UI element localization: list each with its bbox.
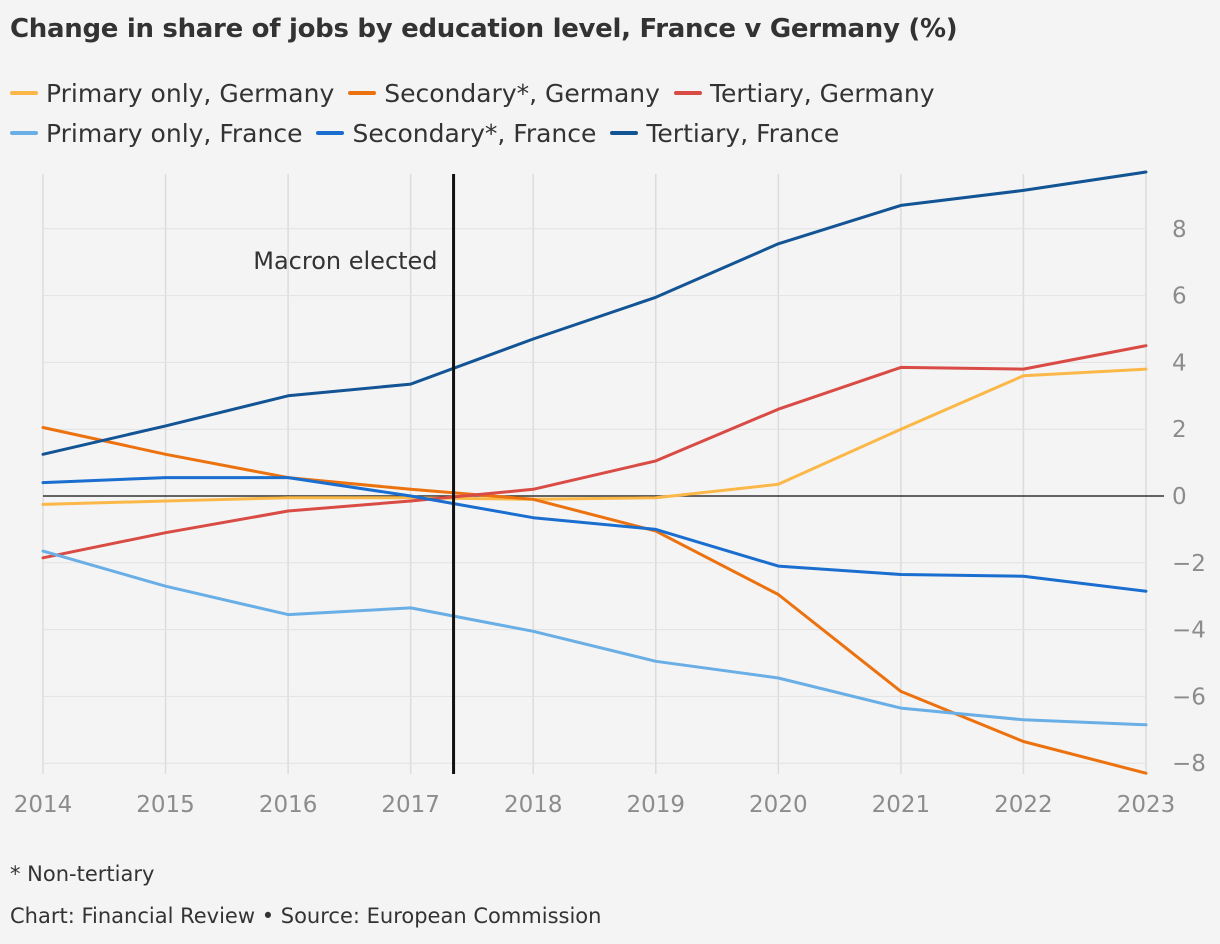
- series-line: [41, 344, 1148, 560]
- chart-legend: Primary only, Germany Secondary*, Germany…: [10, 74, 1215, 154]
- annotation-label: Macron elected: [253, 247, 437, 275]
- legend-swatch: [610, 131, 639, 135]
- y-tick-label: 6: [1172, 284, 1187, 310]
- legend-label: Tertiary, France: [646, 119, 840, 148]
- x-tick-label: 2017: [381, 792, 440, 818]
- x-tick-label: 2015: [136, 792, 195, 818]
- y-tick-label: −6: [1172, 684, 1206, 710]
- x-tick-label: 2016: [259, 792, 318, 818]
- x-tick-label: 2022: [994, 792, 1053, 818]
- x-tick-label: 2019: [627, 792, 686, 818]
- legend-swatch: [10, 91, 38, 95]
- x-tick-label: 2023: [1117, 792, 1176, 818]
- legend-swatch: [673, 91, 702, 95]
- y-tick-label: −8: [1172, 751, 1206, 777]
- footnote: * Non-tertiary: [10, 862, 155, 886]
- y-tick-label: 4: [1172, 350, 1187, 376]
- x-tick-label: 2021: [872, 792, 931, 818]
- series-line: [41, 170, 1148, 456]
- series-line: [41, 476, 1148, 593]
- chart-title: Change in share of jobs by education lev…: [10, 14, 958, 44]
- legend-item: Primary only, Germany: [10, 74, 334, 114]
- legend-label: Tertiary, Germany: [709, 79, 935, 108]
- y-tick-label: 8: [1172, 217, 1187, 243]
- x-tick-label: 2014: [14, 792, 73, 818]
- series-line: [41, 367, 1148, 506]
- source-credit: Chart: Financial Review • Source: Europe…: [10, 904, 602, 928]
- series-line: [41, 549, 1148, 727]
- legend-item: Primary only, France: [10, 114, 302, 154]
- legend-swatch: [10, 131, 38, 135]
- legend-item: Secondary*, Germany: [348, 74, 660, 114]
- x-tick-label: 2018: [504, 792, 563, 818]
- x-tick-label: 2020: [749, 792, 808, 818]
- y-tick-label: −2: [1172, 551, 1206, 577]
- legend-swatch: [348, 91, 377, 95]
- y-tick-label: 2: [1172, 417, 1187, 443]
- series-line: [41, 426, 1148, 775]
- legend-swatch: [316, 131, 345, 135]
- legend-label: Secondary*, Germany: [384, 79, 660, 108]
- legend-item: Tertiary, Germany: [673, 74, 935, 114]
- legend-item: Secondary*, France: [316, 114, 596, 154]
- legend-item: Tertiary, France: [610, 114, 839, 154]
- y-tick-label: 0: [1172, 484, 1187, 510]
- legend-label: Secondary*, France: [352, 119, 597, 148]
- legend-label: Primary only, France: [46, 119, 303, 148]
- legend-label: Primary only, Germany: [46, 79, 335, 108]
- y-tick-label: −4: [1172, 618, 1206, 644]
